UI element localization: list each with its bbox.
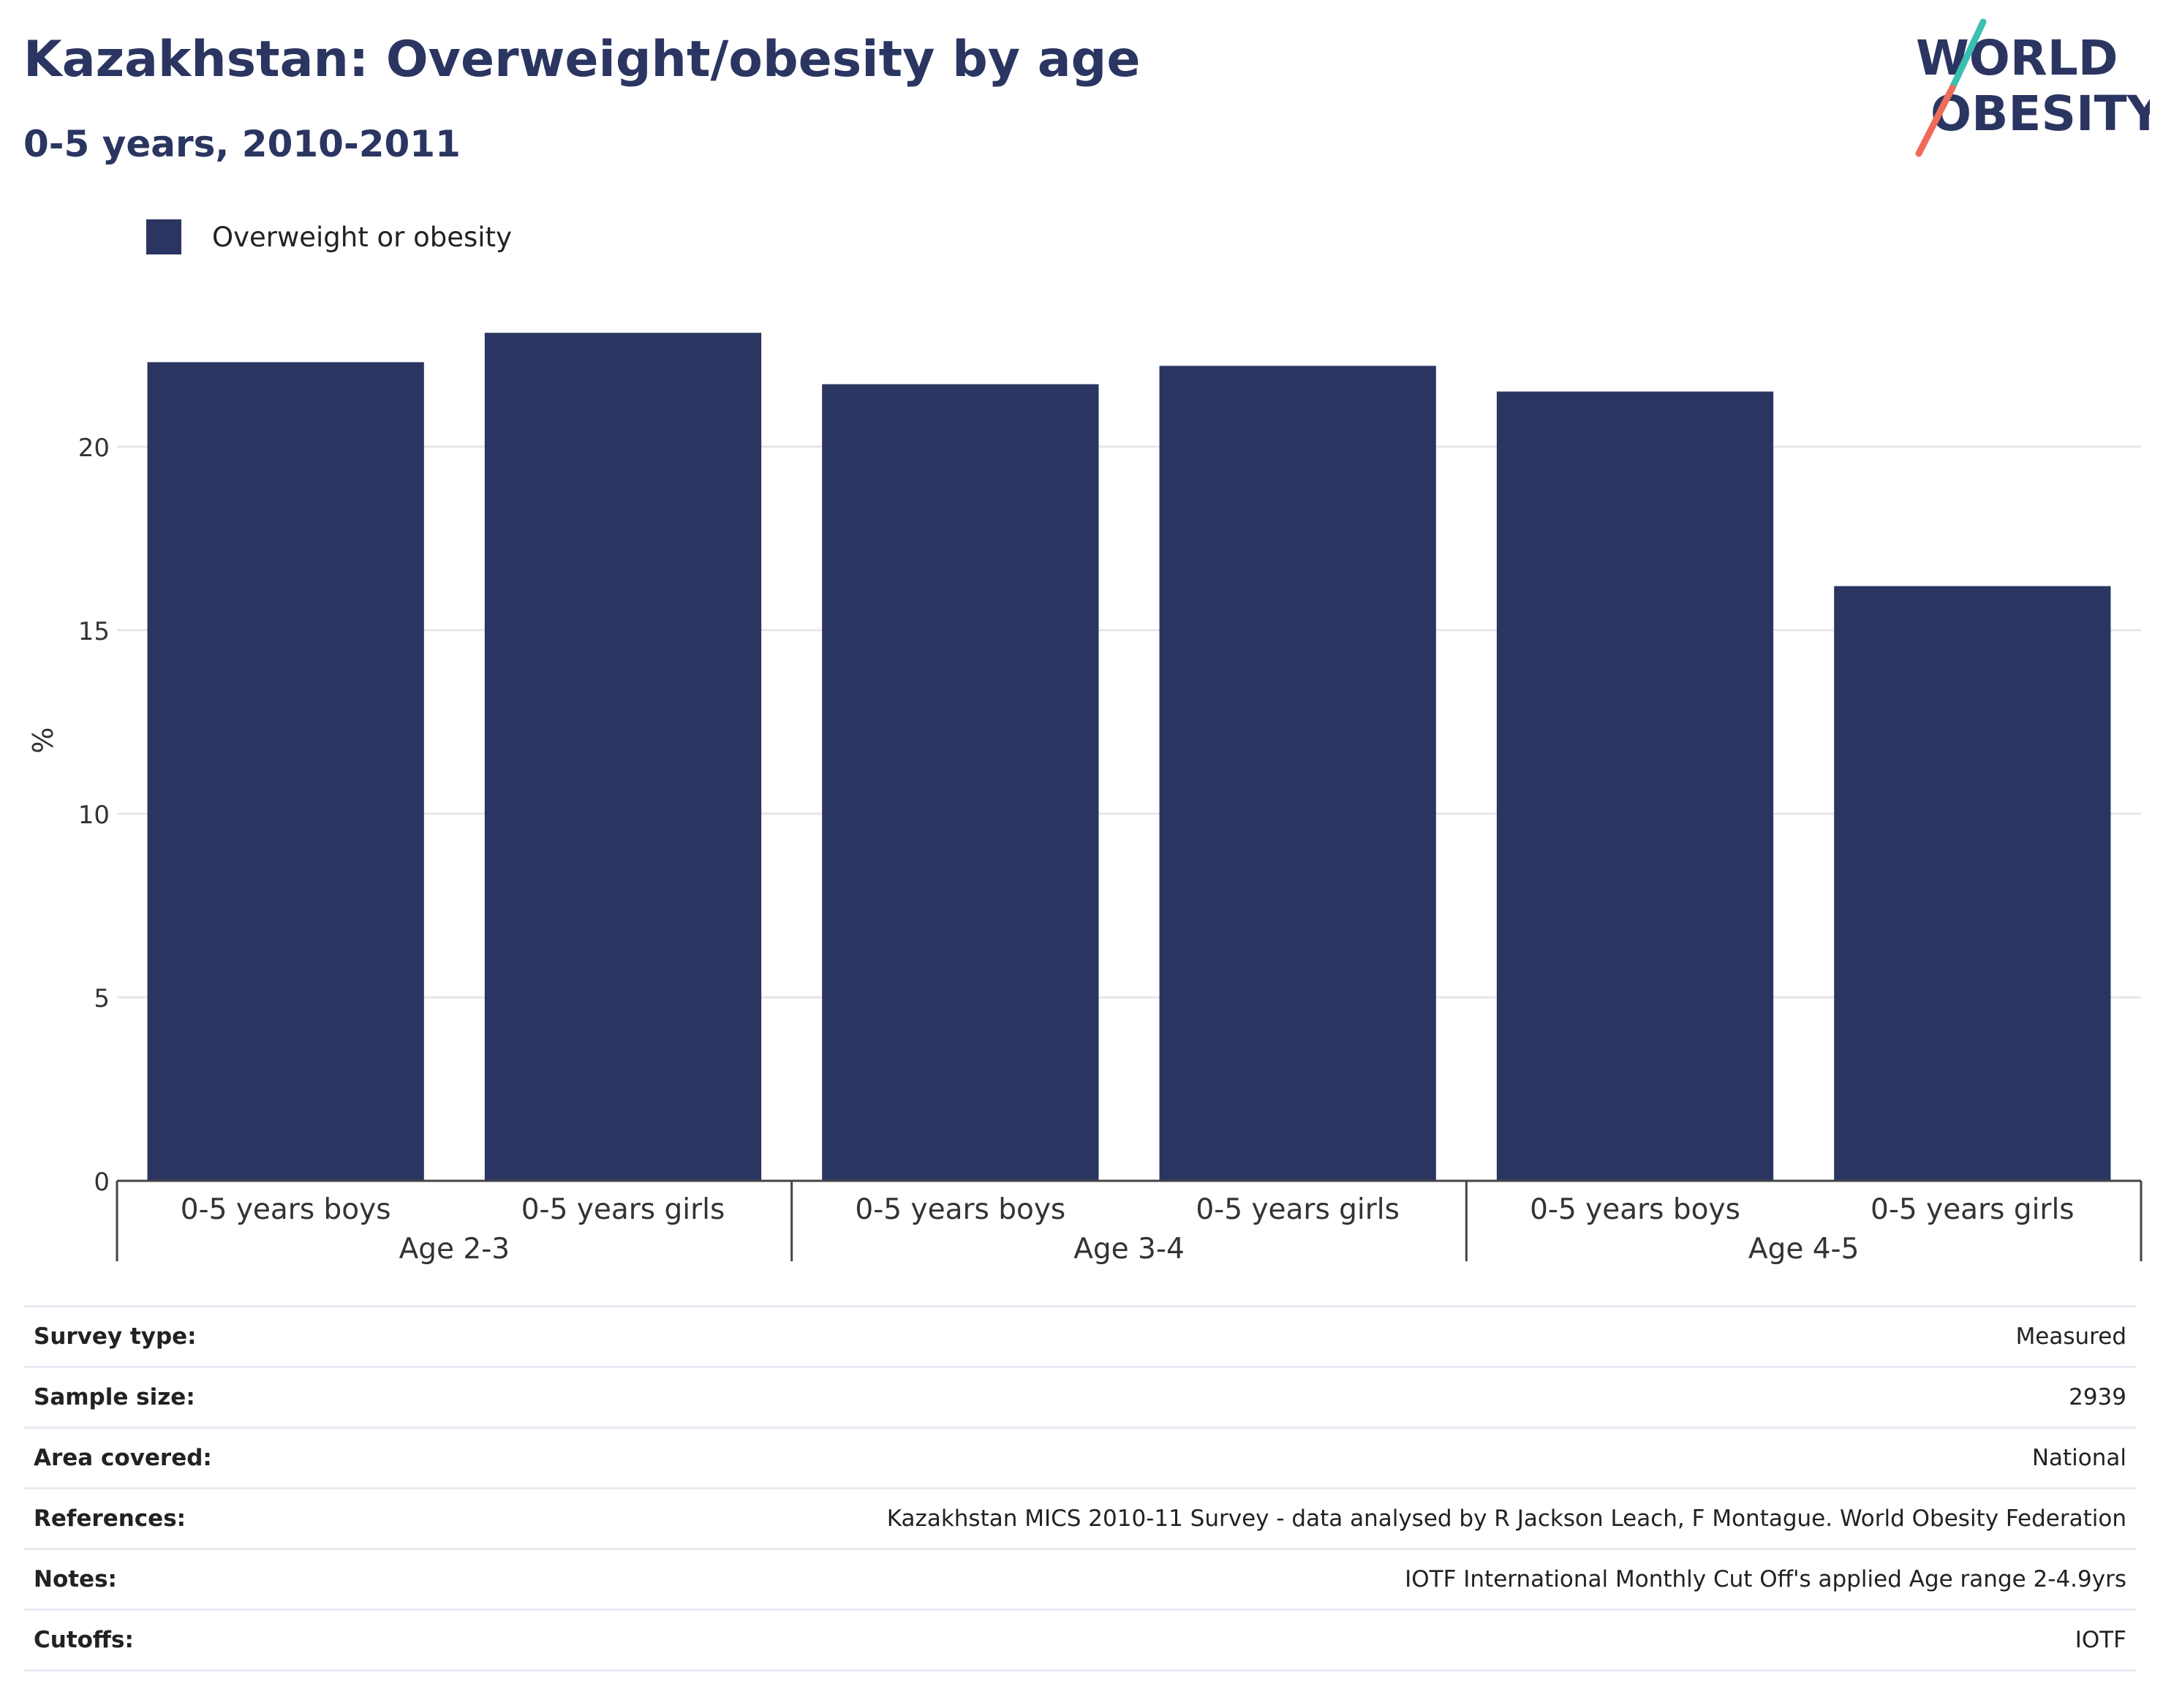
svg-text:WORLD: WORLD [1916,30,2118,86]
x-tick-label: 0-5 years boys [181,1193,391,1226]
group-label: Age 2-3 [399,1233,510,1266]
group-label: Age 3-4 [1073,1233,1185,1266]
survey-info-table: Survey type: Measured Sample size: 2939 Area… [23,1305,2137,1671]
info-row: Area covered: National [23,1427,2137,1489]
y-axis-title: % [27,727,59,753]
y-tick-label: 20 [78,434,110,463]
y-tick-label: 0 [94,1168,110,1197]
info-value: National [336,1427,2137,1489]
info-value: IOTF [336,1609,2137,1671]
bar[interactable] [1834,586,2111,1181]
info-label: Area covered: [23,1427,336,1489]
info-label: Notes: [23,1548,336,1611]
bar[interactable] [822,384,1099,1181]
bar[interactable] [1496,391,1774,1182]
info-value: IOTF International Monthly Cut Off's app… [336,1548,2137,1611]
x-tick-label: 0-5 years boys [855,1193,1065,1226]
legend[interactable]: Overweight or obesity [146,218,512,256]
info-row: Sample size: 2939 [23,1366,2137,1429]
info-value: Measured [336,1305,2137,1368]
bar[interactable] [1159,366,1436,1181]
y-tick-label: 10 [78,801,110,830]
info-label: Survey type: [23,1305,336,1368]
x-tick-label: 0-5 years girls [521,1193,725,1226]
x-tick-label: 0-5 years boys [1530,1193,1740,1226]
info-row: Survey type: Measured [23,1305,2137,1368]
info-row: References: Kazakhstan MICS 2010-11 Surve… [23,1487,2137,1550]
x-tick-label: 0-5 years girls [1871,1193,2075,1226]
world-obesity-logo: WORLD OBESITY [1915,18,2150,157]
info-row: Cutoffs: IOTF [23,1609,2137,1671]
bar[interactable] [147,362,424,1182]
chart-subtitle: 0-5 years, 2010-2011 [23,123,461,165]
info-row: Notes: IOTF International Monthly Cut Off… [23,1548,2137,1611]
chart-title: Kazakhstan: Overweight/obesity by age [23,31,1141,88]
legend-label: Overweight or obesity [212,221,512,253]
bar[interactable] [484,333,762,1181]
info-label: Cutoffs: [23,1609,336,1671]
info-label: Sample size: [23,1366,336,1429]
bar-chart: 0 5 10 15 20% 0-5 years boys 0-5 years girls Ag… [27,333,2143,1266]
legend-swatch [146,219,181,254]
info-value: 2939 [336,1366,2137,1429]
group-label: Age 4-5 [1748,1233,1860,1266]
y-tick-label: 15 [78,617,110,646]
info-value: Kazakhstan MICS 2010-11 Survey - data an… [336,1487,2137,1550]
y-tick-label: 5 [94,984,110,1013]
info-label: References: [23,1487,336,1550]
svg-text:OBESITY: OBESITY [1930,86,2150,142]
x-tick-label: 0-5 years girls [1196,1193,1400,1226]
